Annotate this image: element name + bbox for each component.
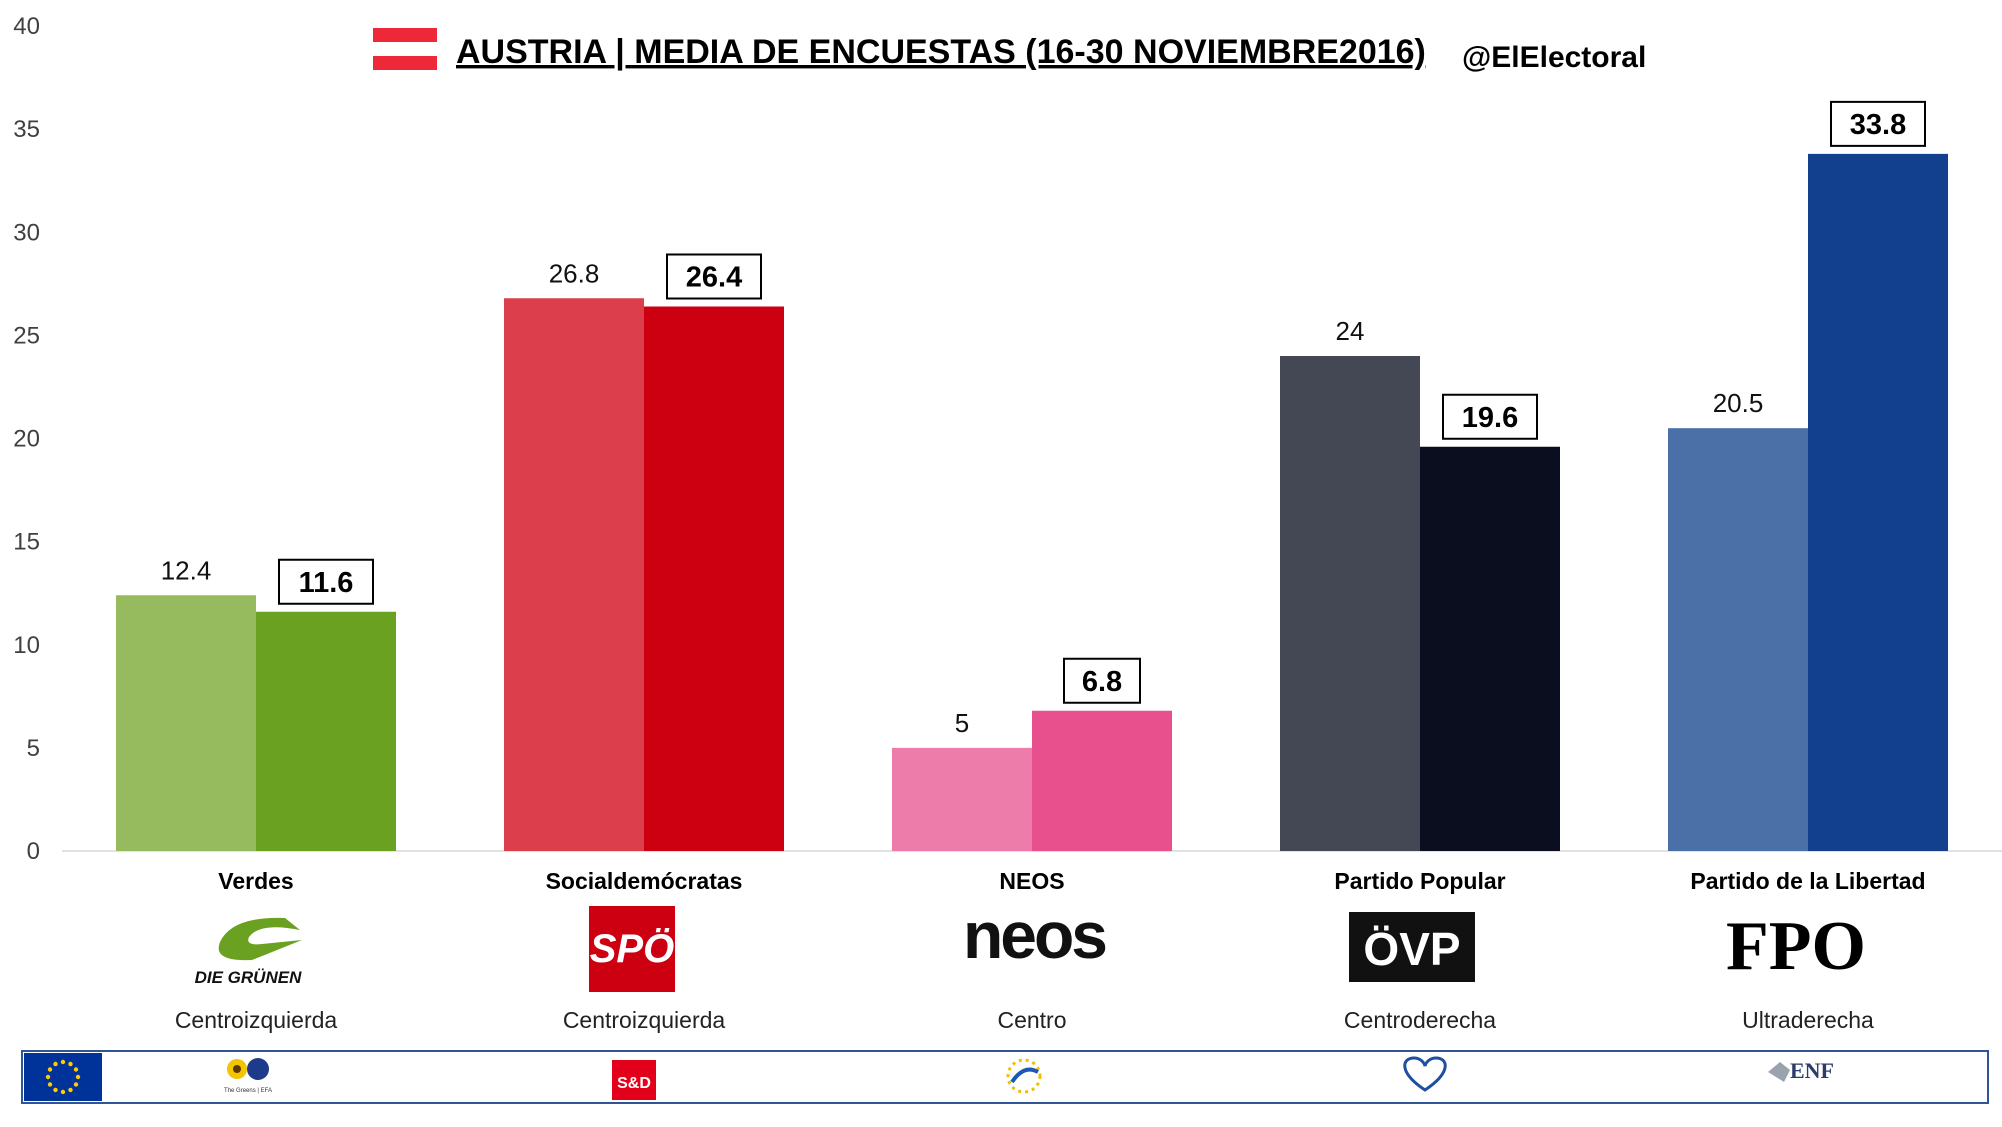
ideology-label: Ultraderecha	[1742, 1007, 1874, 1033]
value-label: 12.4	[161, 555, 212, 585]
eu-star	[60, 1089, 66, 1095]
y-tick-label: 0	[27, 838, 40, 865]
eu-star	[68, 1061, 73, 1067]
bar-current	[1032, 710, 1172, 851]
y-tick-label: 35	[13, 116, 40, 143]
neos-logo-icon: neos	[963, 898, 1108, 972]
y-tick-label: 40	[13, 13, 40, 40]
die-grunen-logo-icon: DIE GRÜNEN	[195, 917, 302, 987]
ovp-logo-icon: ÖVP	[1349, 912, 1475, 982]
eu-star	[47, 1082, 53, 1087]
bar-previous	[504, 298, 644, 851]
y-tick-label: 20	[13, 426, 40, 453]
die-grunen-logo-text: DIE GRÜNEN	[195, 968, 302, 987]
ideology-label: Centro	[997, 1007, 1066, 1033]
value-label: 20.5	[1713, 388, 1764, 418]
ideology-label: Centroderecha	[1344, 1007, 1496, 1033]
bar-current	[1808, 153, 1948, 851]
ovp-logo-text: ÖVP	[1363, 923, 1460, 975]
bar-previous	[892, 747, 1032, 851]
value-label-bold: 6.8	[1082, 666, 1122, 698]
category-label: Socialdemócratas	[546, 868, 743, 894]
eu-star	[73, 1082, 79, 1087]
eu-star	[53, 1061, 58, 1067]
y-tick-label: 5	[27, 735, 40, 762]
neos-logo-text: neos	[963, 898, 1105, 972]
category-label: Partido de la Libertad	[1690, 868, 1925, 894]
spo-logo-text: SPÖ	[590, 926, 674, 971]
enf-logo-icon: ENF	[1768, 1058, 1834, 1083]
bars-group	[116, 153, 1948, 851]
value-label: 24	[1336, 316, 1365, 346]
eu-star	[47, 1067, 53, 1072]
alde-logo-icon	[1006, 1058, 1042, 1094]
eu-star	[68, 1087, 73, 1093]
eu-star	[45, 1074, 51, 1080]
value-label-bold: 33.8	[1850, 109, 1906, 141]
y-tick-label: 15	[13, 529, 40, 556]
value-label: 26.8	[549, 258, 600, 288]
category-labels: Verdes Centroizquierda Socialdemócratas Cen…	[175, 868, 1926, 1033]
eu-star	[53, 1087, 58, 1093]
fpo-logo-icon: FPO	[1726, 908, 1866, 985]
eu-star	[75, 1074, 81, 1080]
value-label-bold: 26.4	[686, 262, 742, 294]
epp-logo-icon	[1403, 1056, 1447, 1092]
value-label-box	[278, 558, 374, 605]
author-handle: @ElElectoral	[1462, 41, 1646, 74]
austria-flag-icon	[373, 28, 437, 70]
greens-efa-logo-text: The Greens | EFA	[224, 1088, 272, 1094]
y-tick-label: 30	[13, 219, 40, 246]
value-label-box	[1442, 393, 1538, 440]
fpo-logo-text: FPO	[1726, 908, 1866, 985]
s-and-d-logo-text: S&D	[617, 1075, 651, 1092]
value-label-bold: 11.6	[299, 567, 354, 599]
footer-strip	[21, 1050, 1989, 1104]
bar-previous	[116, 595, 256, 851]
y-axis: 0 5 10 15 20 25 30 35 40	[13, 13, 40, 865]
y-tick-label: 25	[13, 322, 40, 349]
eu-star	[60, 1059, 66, 1065]
y-tick-label: 10	[13, 632, 40, 659]
eu-flag-icon	[24, 1053, 102, 1101]
enf-logo-text: ENF	[1790, 1058, 1834, 1083]
spo-logo-icon: SPÖ	[589, 906, 675, 992]
value-label: 5	[955, 708, 969, 738]
value-label-bold: 19.6	[1462, 402, 1518, 434]
category-label: Verdes	[218, 868, 293, 894]
ideology-label: Centroizquierda	[563, 1007, 726, 1033]
category-label: NEOS	[999, 868, 1064, 894]
eu-star	[73, 1067, 79, 1072]
value-labels: 12.4 11.6 26.8 26.4 5 6.8 24 19.6 20.5 33.8	[161, 100, 1926, 738]
ideology-label: Centroizquierda	[175, 1007, 338, 1033]
category-label: Partido Popular	[1334, 868, 1505, 894]
value-label-box	[1830, 100, 1926, 147]
bar-current	[256, 611, 396, 851]
bar-previous	[1668, 428, 1808, 851]
bar-previous	[1280, 356, 1420, 851]
value-label-box	[1063, 657, 1141, 704]
bar-current	[1420, 446, 1560, 851]
bar-current	[644, 306, 784, 851]
value-label-box	[666, 253, 762, 300]
s-and-d-logo-icon: S&D	[612, 1060, 656, 1100]
chart-title: AUSTRIA | MEDIA DE ENCUESTAS (16-30 NOVI…	[456, 33, 1426, 71]
greens-efa-logo-icon: The Greens | EFA	[224, 1058, 272, 1094]
